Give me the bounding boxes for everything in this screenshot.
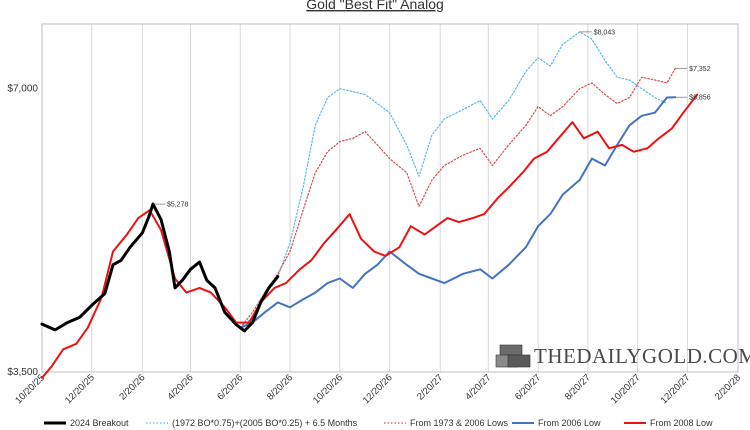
legend-label-3: From 2006 Low — [538, 418, 601, 428]
x-tick-label: 6/20/27 — [513, 372, 543, 402]
gold-bars-icon — [495, 344, 531, 368]
x-tick-label: 4/20/26 — [165, 372, 195, 402]
annotation-label: $8,043 — [594, 29, 616, 36]
x-tick-label: 10/20/27 — [609, 372, 643, 406]
legend: 2024 Breakout (1972 BO*0.75)+(2005 BO*0.2… — [44, 418, 713, 428]
x-tick-label: 2/20/27 — [415, 372, 445, 402]
series-line-4 — [41, 93, 699, 379]
series-line-2 — [239, 68, 676, 329]
legend-label-4: From 2008 Low — [650, 418, 713, 428]
series-line-3 — [239, 96, 677, 329]
watermark: THEDAILYGOLD.COM — [495, 344, 750, 368]
annotation-label: $7,352 — [689, 66, 711, 73]
plot-frame — [41, 23, 739, 373]
x-axis: 10/20/25 12/20/25 2/20/26 4/20/26 6/20/26 8/2… — [13, 372, 743, 406]
series-layer — [40, 31, 699, 379]
series-line-1 — [239, 31, 668, 329]
legend-label-2: From 1973 & 2006 Lows — [410, 418, 509, 428]
annotation-label: $6,856 — [689, 95, 711, 102]
legend-label-0: 2024 Breakout — [70, 418, 129, 428]
x-tick-label: 12/20/27 — [659, 372, 693, 406]
chart-title: Gold "Best Fit" Analog — [306, 0, 444, 12]
x-tick-label: 8/20/27 — [563, 372, 593, 402]
x-tick-label: 12/20/26 — [361, 372, 395, 406]
x-tick-label: 2/20/28 — [713, 372, 743, 402]
x-tick-label: 2/20/26 — [117, 372, 147, 402]
x-tick-label: 8/20/26 — [265, 372, 295, 402]
annotation-label: $5,278 — [167, 202, 189, 209]
x-tick-label: 12/20/25 — [63, 372, 97, 406]
y-tick-label: $3,500 — [7, 367, 38, 378]
watermark-text: THEDAILYGOLD.COM — [534, 344, 750, 368]
annotations: $5,278 $8,043 $7,352 $6,856 — [152, 29, 711, 209]
x-tick-label: 6/20/26 — [215, 372, 245, 402]
y-axis: $3,500 $7,000 — [7, 84, 38, 378]
y-tick-label: $7,000 — [7, 84, 38, 95]
series-line-0 — [40, 202, 280, 333]
x-tick-label: 4/20/27 — [463, 372, 493, 402]
grid — [41, 24, 739, 372]
legend-label-1: (1972 BO*0.75)+(2005 BO*0.25) + 6.5 Mont… — [172, 418, 358, 428]
x-tick-label: 10/20/26 — [311, 372, 345, 406]
